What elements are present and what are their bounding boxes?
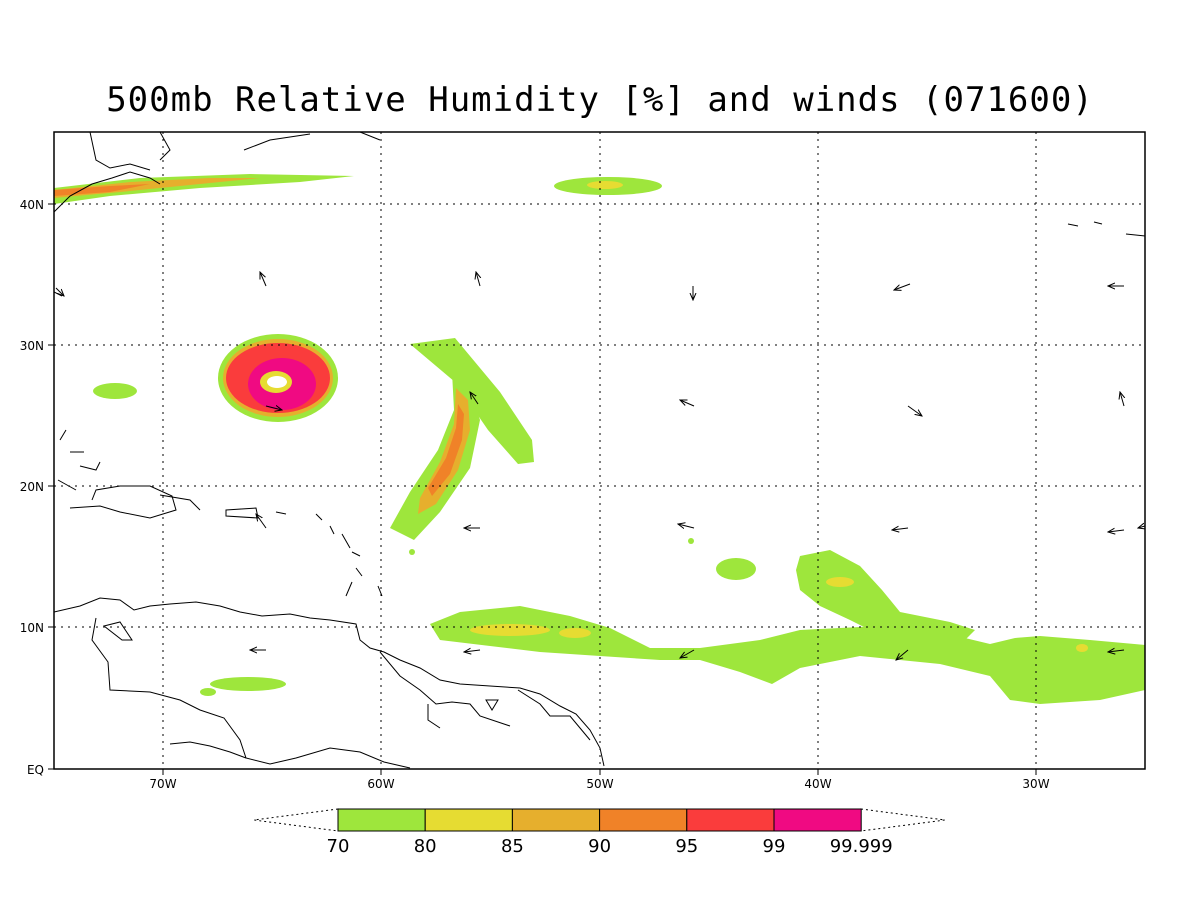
wind-arrow xyxy=(892,528,909,530)
colorbar-swatch xyxy=(773,808,862,832)
colorbar-high-arrow xyxy=(860,808,946,832)
map-title: 500mb Relative Humidity [%] and winds (0… xyxy=(106,80,1094,120)
wind-arrow xyxy=(464,650,481,652)
lat-label: 20N xyxy=(20,480,44,494)
coastline xyxy=(54,597,605,769)
wind-arrow xyxy=(907,405,922,416)
wind-arrow xyxy=(680,649,695,658)
humidity-area xyxy=(267,376,287,388)
humidity-area xyxy=(54,184,150,196)
colorbar-label: 80 xyxy=(414,836,437,857)
wind-arrow xyxy=(55,287,64,296)
humidity-area xyxy=(54,178,260,198)
lon-label: 30W xyxy=(1022,777,1049,791)
wind-arrow xyxy=(678,524,695,528)
lat-label: 30N xyxy=(20,339,44,353)
wind-arrow xyxy=(1138,526,1145,528)
wind-arrow xyxy=(1120,392,1124,407)
longitude-labels: 70W 60W 50W 40W 30W xyxy=(149,777,1049,791)
lon-label: 60W xyxy=(367,777,394,791)
wind-vectors xyxy=(55,272,1145,660)
colorbar-swatch xyxy=(337,808,426,832)
humidity-area xyxy=(559,628,591,638)
wind-arrow xyxy=(256,514,267,529)
wind-arrow xyxy=(896,649,909,660)
humidity-contours xyxy=(54,174,1145,704)
colorbar-low-arrow xyxy=(253,808,339,832)
colorbar-swatch xyxy=(424,808,513,832)
wind-arrow xyxy=(260,272,267,287)
humidity-area xyxy=(54,174,354,204)
colorbar-swatch xyxy=(686,808,775,832)
coastline xyxy=(54,132,381,297)
humidity-area xyxy=(688,538,694,544)
lon-label: 50W xyxy=(586,777,613,791)
coastline xyxy=(57,429,383,597)
wind-arrow xyxy=(894,283,911,290)
lon-label: 70W xyxy=(149,777,176,791)
colorbar-label: 70 xyxy=(327,836,350,857)
axis-ticks xyxy=(48,203,1037,775)
humidity-area xyxy=(409,549,415,555)
humidity-area xyxy=(826,577,854,587)
humidity-area xyxy=(430,606,1145,704)
humidity-area xyxy=(1076,644,1088,652)
colorbar-label: 90 xyxy=(588,836,611,857)
lat-label: EQ xyxy=(27,763,44,777)
wind-arrow xyxy=(470,392,479,405)
humidity-area xyxy=(428,404,464,496)
lon-label: 40W xyxy=(804,777,831,791)
wind-arrow xyxy=(265,406,282,410)
humidity-area xyxy=(796,550,975,640)
wind-arrow xyxy=(1108,530,1125,532)
colorbar-label: 95 xyxy=(675,836,698,857)
humidity-area xyxy=(93,383,137,399)
wind-arrow xyxy=(476,272,480,287)
colorbar: 70 80 85 90 95 99 99.999 xyxy=(253,808,946,857)
lat-label: 10N xyxy=(20,621,44,635)
latitude-labels: 40N 30N 20N 10N EQ xyxy=(20,198,44,777)
humidity-area xyxy=(200,688,216,696)
humidity-area xyxy=(210,677,286,691)
wind-arrow xyxy=(680,400,695,407)
humidity-area xyxy=(716,558,756,580)
colorbar-swatch xyxy=(511,808,601,832)
wind-arrow xyxy=(1108,650,1125,652)
humidity-area xyxy=(470,624,550,636)
colorbar-label: 85 xyxy=(501,836,524,857)
coastlines xyxy=(54,132,1145,769)
humidity-area xyxy=(587,181,623,189)
lat-label: 40N xyxy=(20,198,44,212)
coastline xyxy=(1067,221,1145,237)
colorbar-label: 99.999 xyxy=(830,836,893,857)
colorbar-label: 99 xyxy=(763,836,786,857)
grid-lines xyxy=(54,132,1145,769)
colorbar-swatch xyxy=(599,808,688,832)
humidity-area xyxy=(390,372,480,540)
